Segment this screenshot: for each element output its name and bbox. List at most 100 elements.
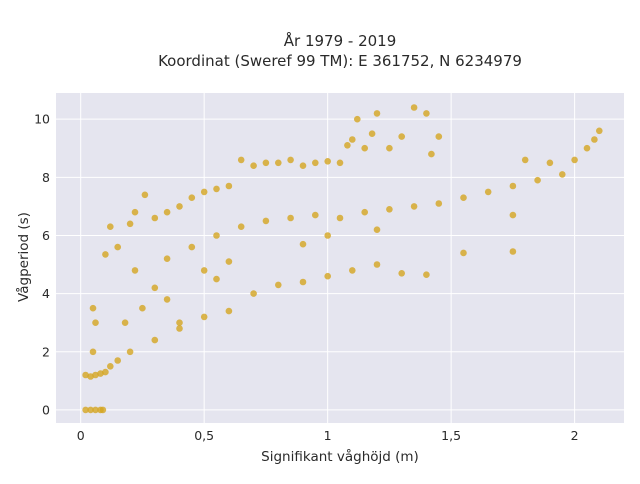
data-point [163,255,171,262]
data-point [200,313,208,321]
y-tick-label: 0 [42,402,50,417]
data-point [89,304,97,312]
x-tick-label: 2 [571,428,579,443]
data-point [324,232,332,239]
data-point [151,214,159,222]
x-tick-label: 0,5 [194,428,214,443]
data-point [596,127,603,135]
data-point [92,319,99,327]
data-point [176,319,183,327]
data-point [410,203,418,210]
data-point [287,214,294,222]
data-point [312,211,319,219]
data-point [213,232,220,239]
y-axis-title: Vågperiod (s) [15,212,32,302]
data-point [121,319,129,327]
data-point [435,133,443,140]
y-tick-label: 2 [42,344,50,359]
data-point [107,223,114,230]
data-point [324,272,332,280]
data-point [435,200,443,207]
data-point [151,336,159,344]
data-point [225,258,233,265]
data-point [336,159,344,167]
data-point [188,243,196,251]
data-point [423,271,430,279]
data-point [546,159,554,167]
data-point [349,136,356,143]
data-point [176,325,183,332]
y-axis-ticks: 0 2 4 6 8 10 [34,112,50,418]
data-point [373,110,381,117]
data-point [262,217,270,225]
x-tick-label: 1 [324,428,332,443]
data-point [114,357,121,364]
data-point [428,150,435,158]
data-point [299,162,307,169]
grid-lines [56,93,624,423]
data-point [139,304,146,312]
data-point [250,162,257,169]
data-point [559,171,566,178]
data-point [373,261,381,268]
data-point [126,220,134,228]
x-tick-label: 0 [77,428,85,443]
x-tick-label: 1,5 [441,428,461,443]
chart-title: År 1979 - 2019 [284,31,397,50]
data-point [534,176,541,184]
data-point [460,249,467,257]
data-point [131,267,139,274]
data-point [151,284,159,292]
data-point [583,144,591,152]
data-point [336,214,344,222]
data-point [99,406,107,414]
data-point [373,226,381,233]
x-axis-title: Signifikant våghöjd (m) [261,448,419,465]
data-point [460,194,467,201]
data-point [89,348,97,356]
data-point [361,144,369,152]
y-tick-label: 4 [42,286,50,301]
data-point [275,281,282,289]
data-point [509,248,517,255]
data-point [82,371,89,379]
data-point [163,296,171,303]
data-point [102,251,109,258]
data-point [141,191,149,199]
data-point [354,115,361,123]
data-point [410,104,418,111]
y-tick-label: 8 [42,170,50,185]
data-point [92,371,99,379]
data-point [213,185,220,193]
data-point [349,267,356,274]
data-point [398,270,406,277]
data-point [368,130,376,137]
data-point [324,158,332,165]
data-point [344,142,351,149]
y-tick-label: 6 [42,228,50,243]
data-point [571,156,578,164]
data-point [87,406,94,414]
data-point [237,156,245,164]
data-point [312,159,319,167]
chart-subtitle: Koordinat (Sweref 99 TM): E 361752, N 62… [158,52,522,70]
data-point [200,188,208,196]
data-point [126,348,134,356]
data-point [423,110,430,117]
data-point [225,307,233,315]
data-point [299,240,307,248]
data-point [509,211,517,219]
data-point [102,368,109,376]
data-points [82,104,603,414]
data-point [131,208,139,216]
data-point [200,267,208,274]
data-point [591,136,598,143]
data-point [262,159,270,167]
plot-area [56,93,624,423]
data-point [484,188,492,196]
x-axis-ticks: 0 0,5 1 1,5 2 [77,428,579,443]
data-point [398,133,406,140]
data-point [92,406,99,414]
